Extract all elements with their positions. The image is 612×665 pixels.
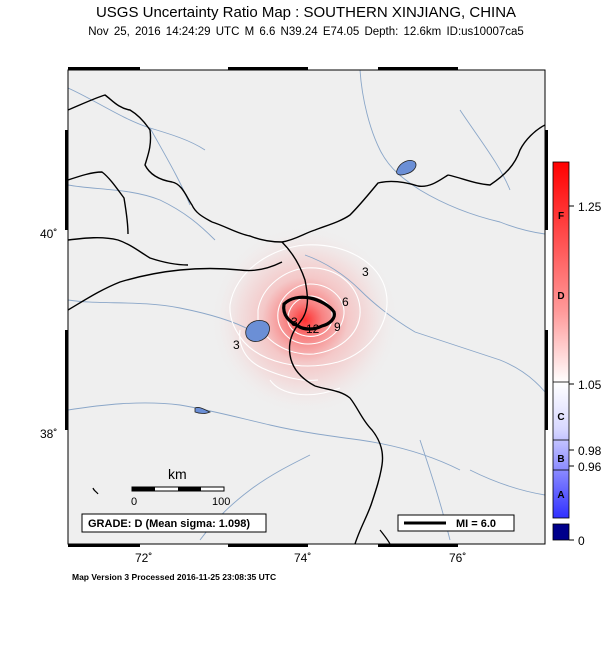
- mi-legend-text: MI = 6.0: [456, 518, 496, 530]
- grade-letter: D: [557, 291, 564, 302]
- scale-bar: km 0 100: [131, 466, 230, 508]
- grade-text: GRADE: D (Mean sigma: 1.098): [88, 518, 250, 530]
- contour-label: 12: [306, 322, 320, 336]
- borders: [68, 94, 545, 544]
- colorbar-tick: 0.98: [578, 444, 602, 458]
- contour-label: 6: [342, 295, 349, 309]
- event-subtitle: Nov 25, 2016 14:24:29 UTC M 6.6 N39.24 E…: [88, 26, 524, 38]
- grade-letter: C: [557, 412, 564, 423]
- x-tick-label: 74˚: [294, 551, 311, 565]
- colorbar-under: [552, 523, 570, 541]
- grade-letter: B: [557, 454, 564, 465]
- contour-lines: [229, 244, 388, 396]
- contour-label: 3: [291, 315, 298, 329]
- coast-detail: [92, 487, 391, 544]
- y-tick-label: 40˚: [40, 227, 57, 241]
- x-tick-label: 72˚: [135, 551, 152, 565]
- map-version-footer: Map Version 3 Processed 2016-11-25 23:08…: [72, 572, 277, 582]
- colorbar-tick: 1.05: [578, 378, 602, 392]
- x-tick-label: 76˚: [449, 551, 466, 565]
- colorbar-tick: 1.25: [578, 200, 602, 214]
- grade-letter: F: [558, 211, 564, 222]
- lakes: [194, 160, 417, 414]
- mi-legend-box: [397, 514, 515, 532]
- contour-label: 3: [233, 338, 240, 352]
- contour-label: 3: [362, 265, 369, 279]
- contour-label: 9: [334, 320, 341, 334]
- scale-start: 0: [131, 496, 137, 508]
- mi-contour: [282, 295, 336, 331]
- uncertainty-hotspot: [210, 225, 400, 415]
- colorbar-gradient: [552, 161, 570, 519]
- scale-unit: km: [168, 466, 187, 482]
- frame-ticks: [65, 67, 548, 547]
- colorbar-tick: 0.96: [578, 460, 602, 474]
- grade-letter: A: [557, 490, 564, 501]
- y-tick-label: 38˚: [40, 427, 57, 441]
- colorbar: F D C B A 1.25 1.05 0.98 0.96 0: [552, 161, 602, 548]
- scale-end: 100: [212, 496, 230, 508]
- map-title: USGS Uncertainty Ratio Map : SOUTHERN XI…: [95, 4, 517, 21]
- grade-box: [81, 513, 267, 533]
- colorbar-tick: 0: [578, 534, 585, 548]
